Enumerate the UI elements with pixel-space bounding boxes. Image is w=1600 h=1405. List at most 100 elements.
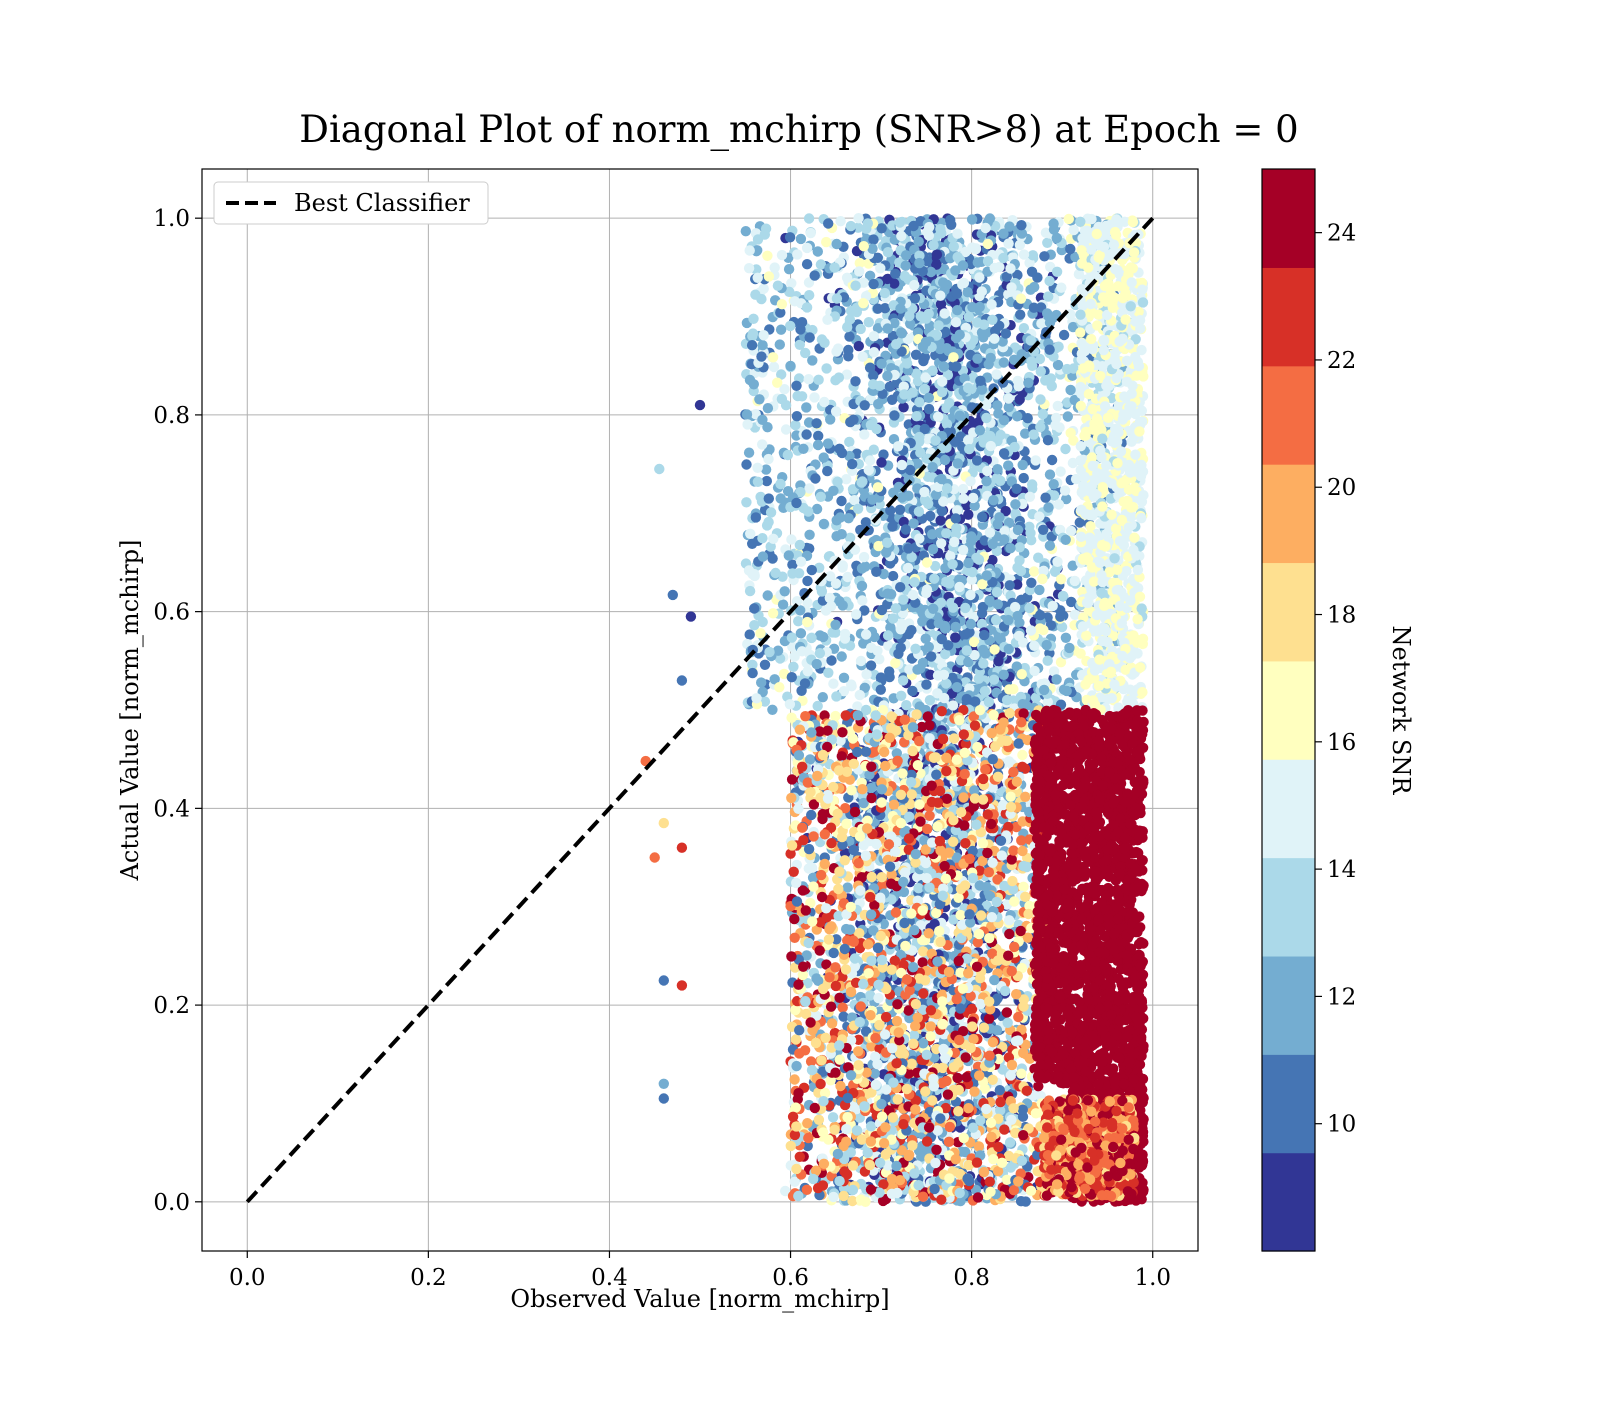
scatter-point (769, 362, 779, 372)
scatter-point (854, 266, 864, 276)
scatter-point (868, 234, 878, 244)
scatter-point (897, 492, 907, 502)
scatter-point (980, 686, 990, 696)
scatter-point (1088, 404, 1098, 414)
scatter-point (924, 393, 934, 403)
scatter-point (974, 674, 984, 684)
scatter-point (984, 697, 994, 707)
scatter-point (897, 460, 907, 470)
scatter-point (1015, 240, 1025, 250)
scatter-point (1109, 553, 1119, 563)
scatter-point (770, 262, 780, 272)
scatter-point (767, 705, 777, 715)
scatter-point (1066, 428, 1076, 438)
scatter-point (972, 354, 982, 364)
scatter-point (977, 385, 987, 395)
scatter-point (914, 533, 924, 543)
scatter-point (1026, 356, 1036, 366)
scatter-point (996, 430, 1006, 440)
scatter-point (1010, 499, 1020, 509)
scatter-point (910, 644, 920, 654)
scatter-point (989, 644, 999, 654)
scatter-point (1029, 282, 1039, 292)
scatter-point (857, 595, 867, 605)
scatter-point (952, 289, 962, 299)
scatter-point (898, 675, 908, 685)
scatter-point (818, 692, 828, 702)
scatter-point (785, 361, 795, 371)
scatter-point (1029, 641, 1039, 651)
scatter-point (1040, 375, 1050, 385)
scatter-point (1065, 385, 1075, 395)
scatter-point (911, 411, 921, 421)
scatter-point (778, 599, 788, 609)
scatter-point (939, 361, 949, 371)
scatter-point (885, 505, 895, 515)
scatter-point (914, 506, 924, 516)
scatter-point (801, 402, 811, 412)
scatter-point (951, 361, 961, 371)
scatter-point (1009, 442, 1019, 452)
scatter-point (759, 330, 769, 340)
scatter-point (901, 524, 911, 534)
scatter-point (973, 257, 983, 267)
scatter-point (1025, 492, 1035, 502)
scatter-point (787, 672, 797, 682)
scatter-point (859, 552, 869, 562)
scatter-point (831, 346, 841, 356)
scatter-point (1063, 411, 1073, 421)
scatter-point (764, 647, 774, 657)
scatter-point (992, 464, 1002, 474)
scatter-point (938, 277, 948, 287)
scatter-point (972, 317, 982, 327)
scatter-point (895, 217, 905, 227)
scatter-point (1020, 1196, 1030, 1206)
scatter-point (1028, 250, 1038, 260)
scatter-point (898, 402, 908, 412)
scatter-point (1016, 220, 1026, 230)
scatter-point (850, 376, 860, 386)
scatter-point (914, 258, 924, 268)
scatter-point (860, 400, 870, 410)
scatter-point (1053, 342, 1063, 352)
scatter-point (1024, 603, 1034, 613)
scatter-point (1131, 370, 1141, 380)
scatter-point (963, 383, 973, 393)
scatter-point (1080, 472, 1090, 482)
scatter-point (952, 305, 962, 315)
scatter-point (757, 415, 767, 425)
scatter-point (939, 670, 949, 680)
scatter-point (1003, 238, 1013, 248)
scatter-point (809, 392, 819, 402)
scatter-point (811, 418, 821, 428)
scatter-point (832, 293, 842, 303)
scatter-point (927, 462, 937, 472)
scatter-point (823, 668, 833, 678)
scatter-point (936, 474, 946, 484)
scatter-point (813, 701, 823, 711)
scatter-point (857, 581, 867, 591)
scatter-point (1012, 611, 1022, 621)
scatter-point (1037, 574, 1047, 584)
scatter-point (880, 288, 890, 298)
scatter-point (846, 221, 856, 231)
scatter-point (1016, 294, 1026, 304)
scatter-point (908, 590, 918, 600)
scatter-point (974, 272, 984, 282)
scatter-point (744, 263, 754, 273)
scatter-point (895, 505, 905, 515)
scatter-point (1011, 484, 1021, 494)
scatter-point (1008, 684, 1018, 694)
scatter-point (781, 424, 791, 434)
scatter-point (896, 691, 906, 701)
scatter-point (804, 374, 814, 384)
scatter-point (906, 625, 916, 635)
scatter-point (745, 586, 755, 596)
scatter-point (883, 247, 893, 257)
scatter-point (819, 452, 829, 462)
scatter-point (762, 251, 772, 261)
scatter-point (944, 578, 954, 588)
scatter-point (1032, 272, 1042, 282)
scatter-point (756, 677, 766, 687)
scatter-point (822, 315, 832, 325)
